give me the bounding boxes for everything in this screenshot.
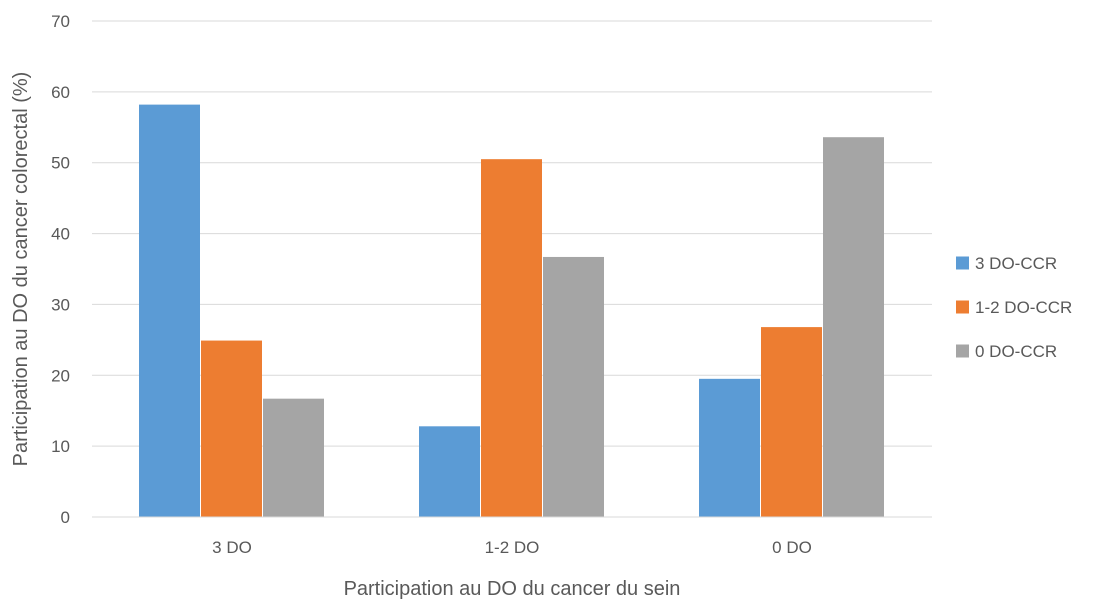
x-axis-title: Participation au DO du cancer du sein	[344, 578, 681, 600]
bars	[139, 104, 884, 518]
category-label: 0 DO	[772, 538, 812, 557]
y-tick-label: 20	[51, 366, 70, 385]
bar	[201, 340, 262, 517]
bar	[263, 398, 324, 517]
legend-label: 0 DO-CCR	[975, 342, 1057, 361]
y-tick-labels: 0 10 20 30 40 50 60 70	[51, 12, 70, 527]
legend: 3 DO-CCR 1-2 DO-CCR 0 DO-CCR	[956, 254, 1072, 361]
y-tick-label: 60	[51, 83, 70, 102]
bar	[699, 378, 760, 517]
y-tick-label: 40	[51, 225, 70, 244]
legend-label: 3 DO-CCR	[975, 254, 1057, 273]
category-labels: 3 DO 1-2 DO 0 DO	[212, 538, 812, 557]
y-tick-label: 30	[51, 295, 70, 314]
y-tick-label: 0	[61, 508, 70, 527]
legend-swatch	[956, 344, 969, 358]
y-tick-label: 70	[51, 12, 70, 31]
legend-swatch	[956, 300, 969, 314]
y-tick-label: 10	[51, 437, 70, 456]
y-axis-title: Participation au DO du cancer colorectal…	[10, 72, 32, 467]
category-label: 1-2 DO	[485, 538, 540, 557]
bar	[139, 104, 200, 518]
bar	[481, 159, 542, 517]
legend-label: 1-2 DO-CCR	[975, 298, 1072, 317]
category-label: 3 DO	[212, 538, 252, 557]
bar	[823, 137, 884, 517]
legend-swatch	[956, 256, 969, 270]
y-tick-label: 50	[51, 154, 70, 173]
bar	[761, 327, 822, 517]
bar	[543, 256, 604, 517]
bar	[419, 426, 480, 517]
